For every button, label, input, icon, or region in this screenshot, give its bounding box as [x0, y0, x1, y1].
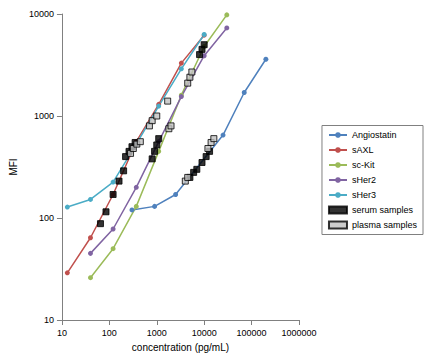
- svg-text:100000: 100000: [237, 328, 267, 338]
- svg-text:Angiostatin: Angiostatin: [352, 130, 397, 140]
- svg-text:1000: 1000: [34, 111, 54, 121]
- svg-text:sc-Kit: sc-Kit: [352, 160, 375, 170]
- svg-text:10: 10: [44, 315, 54, 325]
- svg-text:concentration (pg/mL): concentration (pg/mL): [132, 342, 229, 353]
- svg-text:100: 100: [102, 328, 117, 338]
- svg-text:MFI: MFI: [8, 158, 19, 175]
- svg-text:100: 100: [39, 213, 54, 223]
- svg-text:1000: 1000: [147, 328, 167, 338]
- svg-text:sAXL: sAXL: [352, 145, 374, 155]
- svg-text:sHer2: sHer2: [352, 175, 376, 185]
- svg-text:10000: 10000: [29, 9, 54, 19]
- svg-text:10000: 10000: [192, 328, 217, 338]
- svg-text:1000000: 1000000: [281, 328, 316, 338]
- svg-text:serum samples: serum samples: [352, 205, 414, 215]
- svg-text:sHer3: sHer3: [352, 190, 376, 200]
- svg-text:plasma samples: plasma samples: [352, 220, 418, 230]
- svg-text:10: 10: [57, 328, 67, 338]
